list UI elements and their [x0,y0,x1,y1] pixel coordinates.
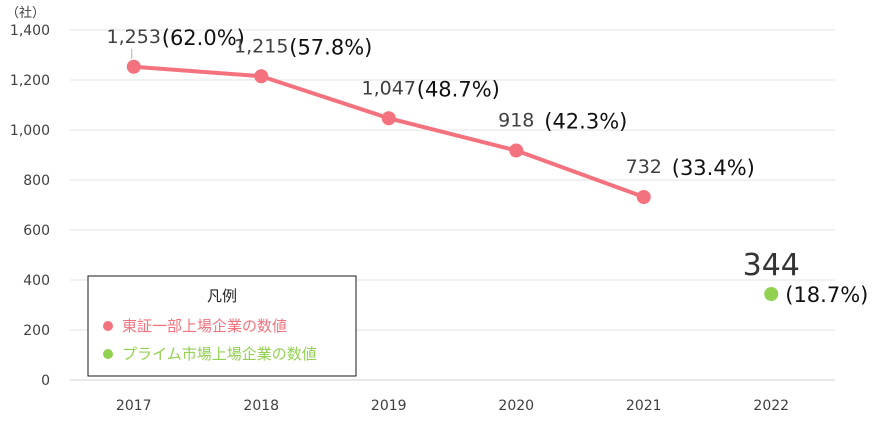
data-point [636,190,651,204]
x-tick-label: 2021 [626,398,662,414]
data-label-percent: (48.7%) [417,77,500,101]
data-label-percent: (62.0%) [162,26,245,50]
data-labels: 1,253 (62.0%)1,215 (57.8%) 1,047 (48.7%) 918 (… [107,26,869,307]
legend-title: 凡例 [207,287,237,305]
x-tick-label: 2018 [243,398,279,414]
y-axis: 0 200 400 600 800 1,000 1,200 1,400 [10,23,50,389]
data-label-percent: (33.4%) [672,156,755,180]
data-label-percent: (57.8%) [289,35,372,59]
y-tick-label: 400 [23,273,50,289]
y-unit-label: （社） [6,5,45,21]
data-label-value: 732 [626,156,662,178]
data-label-value: 1,047 [362,77,416,99]
data-point [509,143,524,158]
data-point [764,287,779,301]
legend-marker [103,321,113,331]
legend-marker [103,349,113,359]
series-layer [126,59,779,301]
data-label-percent: (18.7%) [785,283,868,307]
data-label-value: 918 [498,110,534,132]
data-label-value: 344 [743,248,800,283]
data-point [126,59,141,74]
x-axis: 2017 2018 2019 2020 2021 2022 [116,398,789,414]
data-label-value: 1,253 [107,26,161,48]
y-tick-label: 600 [23,223,50,239]
x-tick-label: 2019 [371,398,407,414]
y-tick-label: 1,200 [10,73,50,89]
x-tick-label: 2017 [116,398,152,414]
y-tick-label: 1,400 [10,23,50,39]
y-tick-label: 0 [41,373,50,389]
data-point [254,69,269,84]
legend-box [87,275,357,377]
legend-item-label: プライム市場上場企業の数値 [122,345,317,363]
y-tick-label: 800 [23,173,50,189]
x-tick-label: 2020 [498,398,534,414]
y-tick-label: 1,000 [10,123,50,139]
data-point [381,111,396,126]
legend-item-label: 東証一部上場企業の数値 [122,317,287,335]
y-tick-label: 200 [23,323,50,339]
data-label-percent: (42.3%) [544,110,627,134]
data-label-value: 1,215 [234,35,288,57]
x-tick-label: 2022 [753,398,789,414]
